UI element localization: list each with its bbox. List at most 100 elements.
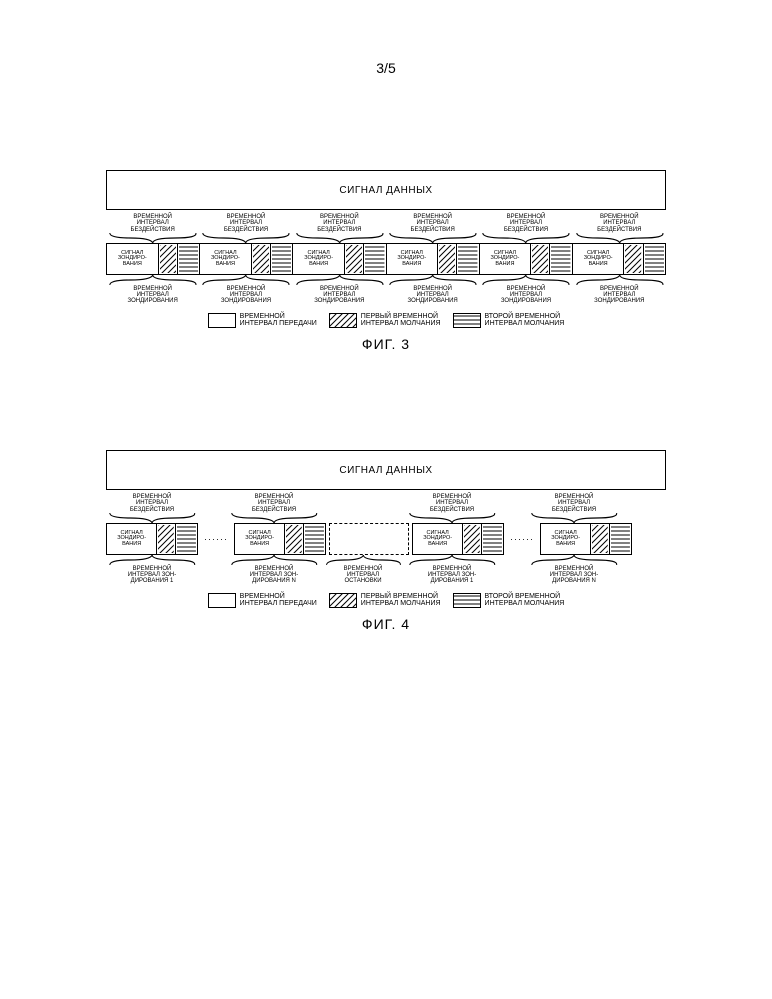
idle-label: ВРЕМЕННОЙИНТЕРВАЛБЕЗДЕЙСТВИЯ [106, 494, 198, 513]
sounding-slot: СИГНАЛЗОНДИРО-ВАНИЯ [106, 523, 198, 555]
legend-s1-label: ПЕРВЫЙ ВРЕМЕННОЙИНТЕРВАЛ МОЛЧАНИЯ [361, 593, 441, 608]
brace-icon [573, 233, 666, 243]
ellipsis: ······ [198, 534, 234, 544]
sounding-slot: СИГНАЛЗОНДИРО-ВАНИЯ [540, 523, 632, 555]
idle-label: ВРЕМЕННОЙИНТЕРВАЛБЕЗДЕЙСТВИЯ [479, 214, 572, 233]
fig3-bottom-labels: ВРЕМЕННОЙИНТЕРВАЛЗОНДИРОВАНИЯ ВРЕМЕННОЙИ… [106, 286, 666, 305]
silence2-segment [609, 524, 631, 554]
sounding-slot: СИГНАЛЗОНДИРО-ВАНИЯ [293, 243, 386, 275]
sounding-interval-label: ВРЕМЕННОЙИНТЕРВАЛ ЗОН-ДИРОВАНИЯ N [228, 566, 320, 585]
figure-4: СИГНАЛ ДАННЫХ ВРЕМЕННОЙИНТЕРВАЛБЕЗДЕЙСТВ… [106, 450, 666, 632]
legend-s2: ВТОРОЙ ВРЕМЕННОЙИНТЕРВАЛ МОЛЧАНИЯ [453, 593, 565, 608]
brace-icon [406, 555, 498, 565]
sounding-interval-label: ВРЕМЕННОЙИНТЕРВАЛЗОНДИРОВАНИЯ [199, 286, 292, 305]
fig4-slot-row: СИГНАЛЗОНДИРО-ВАНИЯ ······ СИГНАЛЗОНДИРО… [106, 523, 666, 555]
idle-label: ВРЕМЕННОЙИНТЕРВАЛБЕЗДЕЙСТВИЯ [228, 494, 320, 513]
sounding-interval-label: ВРЕМЕННОЙИНТЕРВАЛ ЗОН-ДИРОВАНИЯ N [528, 566, 620, 585]
swatch-s1 [329, 593, 357, 608]
brace-icon [323, 555, 403, 565]
sounding-slot: СИГНАЛЗОНДИРО-ВАНИЯ [387, 243, 480, 275]
idle-label: ВРЕМЕННОЙИНТЕРВАЛБЕЗДЕЙСТВИЯ [406, 494, 498, 513]
silence1-segment [156, 524, 175, 554]
fig3-slot-row: СИГНАЛЗОНДИРО-ВАНИЯ СИГНАЛЗОНДИРО-ВАНИЯ … [106, 243, 666, 275]
idle-label: ВРЕМЕННОЙИНТЕРВАЛБЕЗДЕЙСТВИЯ [573, 214, 666, 233]
brace-icon [386, 275, 479, 285]
tx-segment: СИГНАЛЗОНДИРО-ВАНИЯ [413, 524, 462, 554]
legend-tx: ВРЕМЕННОЙИНТЕРВАЛ ПЕРЕДАЧИ [208, 593, 317, 608]
brace-icon [573, 275, 666, 285]
idle-label: ВРЕМЕННОЙИНТЕРВАЛБЕЗДЕЙСТВИЯ [106, 214, 199, 233]
silence2-segment [456, 244, 478, 274]
silence2-segment [363, 244, 385, 274]
swatch-s1 [329, 313, 357, 328]
stop-interval-box [329, 523, 409, 555]
silence1-segment [623, 244, 642, 274]
brace-icon [386, 233, 479, 243]
sounding-slot: СИГНАЛЗОНДИРО-ВАНИЯ [480, 243, 573, 275]
swatch-s2 [453, 593, 481, 608]
stop-interval-label: ВРЕМЕННОЙИНТЕРВАЛОСТАНОВКИ [323, 566, 403, 585]
data-signal-box: СИГНАЛ ДАННЫХ [106, 450, 666, 490]
fig4-top-braces [106, 513, 666, 523]
brace-icon [479, 275, 572, 285]
fig4-bottom-braces [106, 555, 666, 565]
legend-tx-label: ВРЕМЕННОЙИНТЕРВАЛ ПЕРЕДАЧИ [240, 313, 317, 328]
legend-s2-label: ВТОРОЙ ВРЕМЕННОЙИНТЕРВАЛ МОЛЧАНИЯ [485, 313, 565, 328]
legend-s1: ПЕРВЫЙ ВРЕМЕННОЙИНТЕРВАЛ МОЛЧАНИЯ [329, 593, 441, 608]
tx-segment: СИГНАЛЗОНДИРО-ВАНИЯ [541, 524, 590, 554]
idle-label: ВРЕМЕННОЙИНТЕРВАЛБЕЗДЕЙСТВИЯ [199, 214, 292, 233]
sounding-interval-label: ВРЕМЕННОЙИНТЕРВАЛЗОНДИРОВАНИЯ [479, 286, 572, 305]
idle-label: ВРЕМЕННОЙИНТЕРВАЛБЕЗДЕЙСТВИЯ [293, 214, 386, 233]
brace-icon [199, 275, 292, 285]
data-signal-box: СИГНАЛ ДАННЫХ [106, 170, 666, 210]
sounding-interval-label: ВРЕМЕННОЙИНТЕРВАЛ ЗОН-ДИРОВАНИЯ 1 [106, 566, 198, 585]
fig3-caption: ФИГ. 3 [106, 336, 666, 352]
brace-icon [106, 513, 198, 523]
brace-icon [293, 233, 386, 243]
brace-icon [106, 555, 198, 565]
tx-segment: СИГНАЛЗОНДИРО-ВАНИЯ [200, 244, 251, 274]
figure-3: СИГНАЛ ДАННЫХ ВРЕМЕННОЙИНТЕРВАЛБЕЗДЕЙСТВ… [106, 170, 666, 352]
tx-segment: СИГНАЛЗОНДИРО-ВАНИЯ [293, 244, 344, 274]
swatch-tx [208, 593, 236, 608]
silence1-segment [158, 244, 177, 274]
swatch-tx [208, 313, 236, 328]
fig3-top-labels: ВРЕМЕННОЙИНТЕРВАЛБЕЗДЕЙСТВИЯ ВРЕМЕННОЙИН… [106, 214, 666, 233]
sounding-slot: СИГНАЛЗОНДИРО-ВАНИЯ [234, 523, 326, 555]
tx-segment: СИГНАЛЗОНДИРО-ВАНИЯ [387, 244, 438, 274]
silence2-segment [177, 244, 199, 274]
sounding-interval-label: ВРЕМЕННОЙИНТЕРВАЛ ЗОН-ДИРОВАНИЯ 1 [406, 566, 498, 585]
ellipsis: ······ [504, 534, 540, 544]
legend-s2-label: ВТОРОЙ ВРЕМЕННОЙИНТЕРВАЛ МОЛЧАНИЯ [485, 593, 565, 608]
tx-segment: СИГНАЛЗОНДИРО-ВАНИЯ [107, 244, 158, 274]
fig4-bottom-labels: ВРЕМЕННОЙИНТЕРВАЛ ЗОН-ДИРОВАНИЯ 1 ВРЕМЕН… [106, 566, 666, 585]
sounding-slot: СИГНАЛЗОНДИРО-ВАНИЯ [412, 523, 504, 555]
brace-icon [106, 275, 199, 285]
brace-icon [528, 513, 620, 523]
legend-s1: ПЕРВЫЙ ВРЕМЕННОЙИНТЕРВАЛ МОЛЧАНИЯ [329, 313, 441, 328]
tx-segment: СИГНАЛЗОНДИРО-ВАНИЯ [107, 524, 156, 554]
silence2-segment [303, 524, 325, 554]
page-number: 3/5 [0, 60, 772, 76]
brace-icon [528, 555, 620, 565]
sounding-interval-label: ВРЕМЕННОЙИНТЕРВАЛЗОНДИРОВАНИЯ [106, 286, 199, 305]
silence2-segment [549, 244, 571, 274]
sounding-interval-label: ВРЕМЕННОЙИНТЕРВАЛЗОНДИРОВАНИЯ [293, 286, 386, 305]
legend-s2: ВТОРОЙ ВРЕМЕННОЙИНТЕРВАЛ МОЛЧАНИЯ [453, 313, 565, 328]
sounding-slot: СИГНАЛЗОНДИРО-ВАНИЯ [200, 243, 293, 275]
brace-icon [406, 513, 498, 523]
tx-segment: СИГНАЛЗОНДИРО-ВАНИЯ [573, 244, 624, 274]
silence1-segment [437, 244, 456, 274]
silence1-segment [462, 524, 481, 554]
idle-label: ВРЕМЕННОЙИНТЕРВАЛБЕЗДЕЙСТВИЯ [386, 214, 479, 233]
brace-icon [228, 513, 320, 523]
tx-segment: СИГНАЛЗОНДИРО-ВАНИЯ [235, 524, 284, 554]
fig3-bottom-braces [106, 275, 666, 285]
brace-icon [479, 233, 572, 243]
silence1-segment [590, 524, 609, 554]
swatch-s2 [453, 313, 481, 328]
page: 3/5 СИГНАЛ ДАННЫХ ВРЕМЕННОЙИНТЕРВАЛБЕЗДЕ… [0, 0, 772, 999]
fig4-top-labels: ВРЕМЕННОЙИНТЕРВАЛБЕЗДЕЙСТВИЯ ВРЕМЕННОЙИН… [106, 494, 666, 513]
silence1-segment [251, 244, 270, 274]
brace-icon [106, 233, 199, 243]
